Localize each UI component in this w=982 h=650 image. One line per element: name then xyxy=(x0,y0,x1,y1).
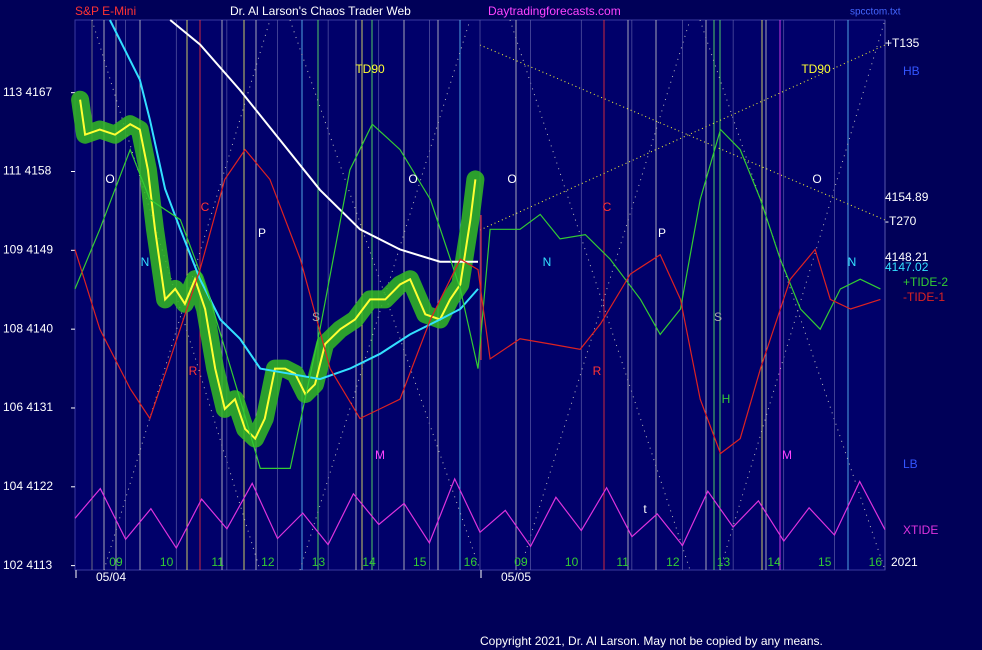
x-tick-label: 11 xyxy=(211,555,224,569)
right-label: HB xyxy=(903,64,920,78)
symbol: S&P E-Mini xyxy=(75,4,136,18)
annotation: C xyxy=(201,200,210,214)
header-title: Dr. Al Larson's Chaos Trader Web xyxy=(230,4,411,18)
series-line xyxy=(74,477,886,550)
x-tick-label: 12 xyxy=(261,555,275,569)
y-tick-label: 106 4131 xyxy=(3,400,53,414)
x-tick-label: 16 xyxy=(869,555,883,569)
annotation: S xyxy=(714,310,722,324)
series-line xyxy=(79,99,477,441)
series-line xyxy=(74,148,881,455)
right-label: -T270 xyxy=(885,214,917,228)
annotation: P xyxy=(658,226,666,240)
annotation: N xyxy=(141,255,150,269)
x-tick-label: 11 xyxy=(616,555,629,569)
y-tick-label: 102 4113 xyxy=(3,558,52,572)
x-tick-label: 14 xyxy=(767,555,781,569)
annotation: N xyxy=(848,255,857,269)
annotation: O xyxy=(507,172,516,186)
x-tick-label: 09 xyxy=(514,555,528,569)
annotation: O xyxy=(812,172,821,186)
annotation: N xyxy=(543,255,552,269)
y-tick-label: 109 4149 xyxy=(3,243,53,257)
x-tick-label: 13 xyxy=(717,555,731,569)
y-tick-label: 113 4167 xyxy=(3,85,52,99)
series-line xyxy=(109,19,479,381)
y-tick-label: 108 4140 xyxy=(3,321,53,335)
right-label: 4147.02 xyxy=(885,260,929,274)
x-tick-label: 15 xyxy=(818,555,832,569)
right-label: 4148.21 xyxy=(885,250,929,264)
y-tick-label: 111 4158 xyxy=(3,164,52,178)
x-tick-label: 14 xyxy=(362,555,376,569)
series-label: -TIDE-1 xyxy=(903,290,945,304)
annotation: R xyxy=(593,364,602,378)
copyright: Copyright 2021, Dr. Al Larson. May not b… xyxy=(480,634,823,648)
right-label: 2021 xyxy=(891,555,918,569)
cycle-diagonal xyxy=(509,19,691,571)
site: Daytradingforecasts.com xyxy=(488,4,621,18)
x-tick-label: 15 xyxy=(413,555,427,569)
x-tick-label: 12 xyxy=(666,555,680,569)
right-label: 4154.89 xyxy=(885,190,929,204)
cycle-diagonal xyxy=(289,19,481,571)
right-label: +T135 xyxy=(885,36,920,50)
series-label: XTIDE xyxy=(903,523,938,537)
series-line xyxy=(169,19,478,263)
annotation: O xyxy=(105,172,114,186)
date-label: 05/04 xyxy=(96,570,126,584)
annotation: R xyxy=(189,364,198,378)
series-label: +TIDE-2 xyxy=(903,275,948,289)
x-tick-label: 10 xyxy=(565,555,579,569)
annotation: TD90 xyxy=(355,62,385,76)
file-name: spcctom.txt xyxy=(850,7,901,18)
annotation: P xyxy=(258,226,266,240)
right-label: LB xyxy=(903,457,918,471)
x-tick-label: 10 xyxy=(160,555,174,569)
date-label: 05/05 xyxy=(501,570,531,584)
annotation: t xyxy=(643,502,647,516)
x-tick-label: 13 xyxy=(312,555,326,569)
series-line xyxy=(74,123,881,469)
annotation: S xyxy=(312,310,320,324)
annotation: O xyxy=(408,172,417,186)
annotation: M xyxy=(782,448,792,462)
cycle-diagonal xyxy=(699,19,886,571)
annotation: M xyxy=(375,448,385,462)
annotation: H xyxy=(722,392,731,406)
x-tick-label: 16 xyxy=(464,555,478,569)
x-tick-label: 09 xyxy=(109,555,123,569)
annotation: TD90 xyxy=(801,62,831,76)
annotation: C xyxy=(603,200,612,214)
y-tick-label: 104 4122 xyxy=(3,479,53,493)
